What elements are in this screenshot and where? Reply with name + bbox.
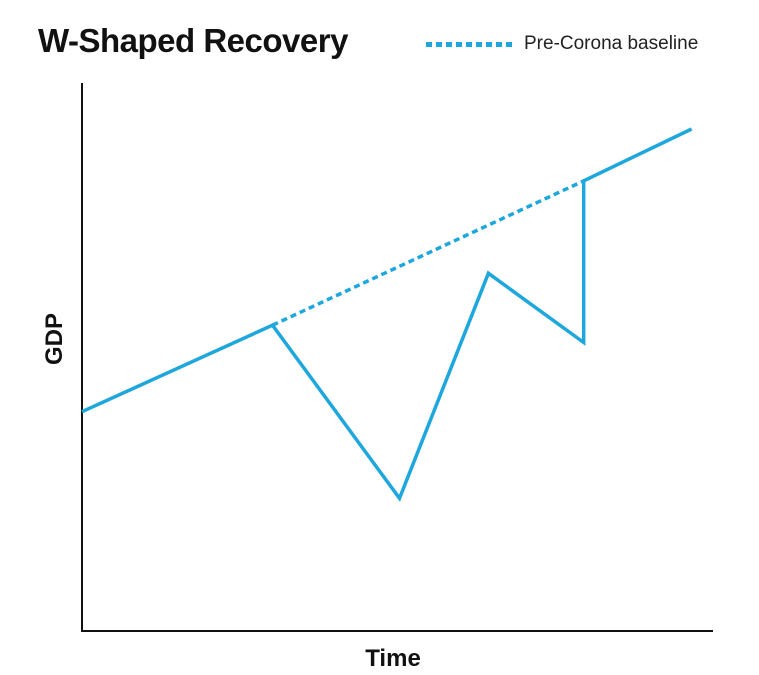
y-axis-label: GDP <box>41 313 68 365</box>
series-layer <box>81 127 693 502</box>
legend: Pre-Corona baseline <box>426 33 698 55</box>
legend-label-baseline: Pre-Corona baseline <box>524 33 699 54</box>
legend-swatch-baseline <box>426 41 512 47</box>
x-axis-label: Time <box>365 645 421 672</box>
chart-title: W-Shaped Recovery <box>38 22 348 59</box>
series-line-gdp <box>81 127 693 502</box>
series-line-baseline <box>271 179 585 327</box>
axes <box>81 83 713 632</box>
